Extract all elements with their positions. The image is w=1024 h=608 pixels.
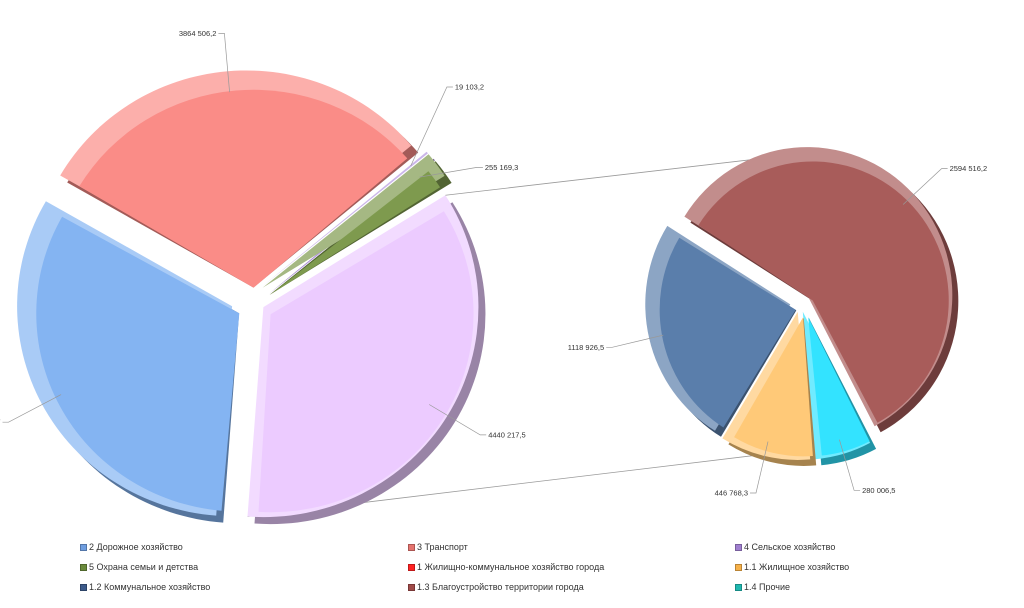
pie-slice-kommunalnoe — [645, 225, 797, 437]
pie-slice-blagoustroistvo — [684, 147, 959, 433]
legend-item: 2 Дорожное хозяйство — [80, 540, 183, 554]
legend-swatch — [735, 543, 742, 551]
data-label-kommunalnoe: 1118 926,5 — [568, 343, 604, 352]
legend-label: 1 Жилищно-коммунальное хозяйство города — [417, 562, 605, 572]
leader-line-blagoustroistvo — [902, 168, 948, 205]
legend-item: 1 Жилищно-коммунальное хозяйство города — [408, 560, 604, 574]
data-label-blagoustroistvo: 2594 516,2 — [950, 164, 988, 173]
legend-label: 1.3 Благоустройство территории города — [417, 582, 584, 592]
connector-line-top — [445, 153, 801, 196]
data-label-dorozhnoe: 4066 277,7 — [0, 418, 1, 427]
pie-slice-zhkh — [247, 195, 486, 525]
data-label-zhilishchnoe: 446 768,3 — [715, 489, 748, 498]
pie-slice-dorozhnoe — [17, 201, 240, 523]
pie-slice-prochie — [802, 311, 877, 466]
legend-swatch — [80, 583, 87, 591]
legend-swatch — [735, 583, 742, 591]
secondary-pie — [645, 147, 959, 466]
leader-line-kommunalnoe — [606, 334, 664, 348]
pie-slice-okhrana — [262, 154, 452, 295]
leader-line-prochie — [839, 439, 861, 491]
data-label-transport: 3864 506,2 — [179, 29, 217, 38]
legend-swatch — [735, 563, 742, 571]
legend-swatch — [80, 563, 87, 571]
legend-label: 3 Транспорт — [417, 542, 468, 552]
data-label-selskoe: 19 103,2 — [455, 83, 484, 92]
legend-label: 2 Дорожное хозяйство — [89, 542, 183, 552]
legend-item: 3 Транспорт — [408, 540, 468, 554]
legend-label: 4 Сельское хозяйство — [744, 542, 836, 552]
pie-slice-zhilishchnoe — [722, 311, 817, 466]
data-label-zhkh: 4440 217,5 — [488, 430, 526, 439]
legend-item: 1.4 Прочие — [735, 580, 790, 594]
legend-swatch — [408, 583, 415, 591]
legend-item: 1.2 Коммунальное хозяйство — [80, 580, 210, 594]
legend-item: 1.1 Жилищное хозяйство — [735, 560, 849, 574]
main-pie — [17, 70, 486, 525]
data-label-okhrana: 255 169,3 — [485, 163, 518, 172]
legend-swatch — [408, 563, 415, 571]
leader-line-selskoe — [410, 86, 453, 167]
legend-label: 1.1 Жилищное хозяйство — [744, 562, 850, 572]
pie-slice-transport — [60, 70, 419, 288]
legend-item: 4 Сельское хозяйство — [735, 540, 835, 554]
leader-line-okhrana — [419, 167, 483, 178]
chart-legend: 2 Дорожное хозяйство 3 Транспорт 4 Сельско… — [80, 540, 1000, 600]
legend-swatch — [408, 543, 415, 551]
data-labels: 3864 506,2 19 103,2 255 169,3 4440 217,5 406… — [0, 29, 987, 498]
legend-label: 1.4 Прочие — [744, 582, 791, 592]
leader-line-zhilishchnoe — [750, 441, 769, 494]
data-label-prochie: 280 006,5 — [862, 486, 895, 495]
leader-line-transport — [218, 33, 230, 93]
legend-item: 5 Охрана семьи и детства — [80, 560, 198, 574]
legend-item: 1.3 Благоустройство территории города — [408, 580, 584, 594]
legend-label: 1.2 Коммунальное хозяйство — [89, 582, 211, 592]
legend-swatch — [80, 543, 87, 551]
legend-label: 5 Охрана семьи и детства — [89, 562, 199, 572]
leader-line-dorozhnoe — [2, 394, 62, 423]
leader-line-zhkh — [429, 404, 487, 436]
